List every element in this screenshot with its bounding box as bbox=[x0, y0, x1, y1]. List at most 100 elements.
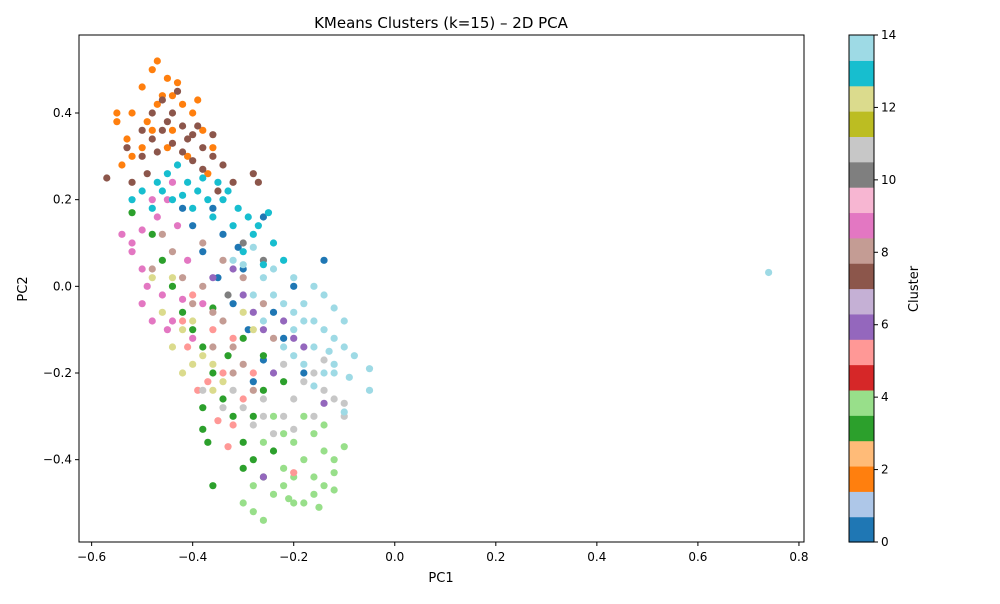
cluster-point bbox=[148, 230, 156, 238]
cluster-point bbox=[325, 347, 333, 355]
y-tick-label: 0.4 bbox=[53, 106, 72, 120]
cluster-point bbox=[209, 308, 217, 316]
cluster-point bbox=[209, 326, 217, 334]
cluster-point bbox=[168, 282, 177, 290]
cluster-point bbox=[224, 291, 232, 299]
cluster-point bbox=[128, 109, 136, 117]
colorbar-label: Cluster bbox=[907, 265, 922, 312]
cluster-point bbox=[320, 386, 328, 394]
cluster-point bbox=[178, 308, 187, 316]
cluster-point bbox=[300, 317, 308, 325]
cluster-point bbox=[209, 360, 217, 368]
cluster-point bbox=[148, 196, 156, 204]
cluster-point bbox=[173, 161, 182, 169]
cluster-point bbox=[229, 343, 237, 351]
colorbar-segment bbox=[849, 187, 874, 214]
cluster-point bbox=[219, 378, 227, 386]
cluster-point bbox=[199, 174, 207, 182]
cluster-point bbox=[178, 326, 187, 334]
cluster-point bbox=[269, 334, 278, 342]
cluster-point bbox=[239, 308, 247, 316]
cluster-point bbox=[280, 464, 288, 472]
cluster-point bbox=[269, 291, 278, 299]
cluster-point bbox=[138, 152, 146, 160]
cluster-point bbox=[300, 499, 308, 507]
cluster-point bbox=[219, 161, 227, 169]
cluster-point bbox=[209, 152, 217, 160]
cluster-point bbox=[153, 148, 161, 156]
x-axis-label: PC1 bbox=[428, 571, 453, 586]
cluster-point bbox=[249, 421, 257, 429]
cluster-point bbox=[184, 256, 192, 264]
cluster-point bbox=[209, 144, 217, 152]
cluster-point bbox=[173, 79, 182, 87]
cluster-point bbox=[239, 404, 247, 412]
cluster-point bbox=[300, 369, 308, 377]
colorbar-tick-label: 4 bbox=[881, 390, 889, 404]
colorbar-segment bbox=[849, 60, 874, 87]
cluster-point bbox=[300, 456, 308, 464]
cluster-point bbox=[219, 369, 227, 377]
cluster-point bbox=[189, 326, 197, 334]
cluster-point bbox=[259, 352, 268, 360]
cluster-point bbox=[340, 443, 348, 451]
colorbar-border bbox=[848, 34, 875, 543]
cluster-point bbox=[290, 438, 298, 446]
cluster-point bbox=[254, 178, 262, 186]
cluster-point bbox=[259, 438, 268, 446]
cluster-point bbox=[259, 261, 268, 269]
x-tick-label: 0.6 bbox=[688, 550, 707, 564]
cluster-point bbox=[345, 373, 353, 381]
cluster-point bbox=[290, 274, 298, 282]
cluster-point bbox=[300, 300, 308, 308]
cluster-point bbox=[148, 274, 156, 282]
cluster-point bbox=[219, 230, 227, 238]
colorbar-segment bbox=[849, 237, 874, 264]
cluster-point bbox=[239, 334, 247, 342]
cluster-point bbox=[259, 473, 268, 481]
cluster-point bbox=[209, 204, 217, 212]
cluster-point bbox=[239, 274, 247, 282]
cluster-point bbox=[178, 148, 187, 156]
cluster-point bbox=[269, 430, 278, 438]
cluster-point bbox=[209, 482, 217, 490]
cluster-point bbox=[229, 265, 237, 273]
colorbar-segment bbox=[849, 339, 874, 366]
cluster-point bbox=[280, 300, 288, 308]
x-tick-label: −0.4 bbox=[178, 550, 207, 564]
cluster-point bbox=[239, 499, 247, 507]
cluster-point bbox=[224, 443, 232, 451]
cluster-point bbox=[118, 161, 126, 169]
cluster-point bbox=[320, 256, 328, 264]
cluster-point bbox=[249, 170, 257, 178]
cluster-point bbox=[204, 378, 212, 386]
cluster-point bbox=[209, 213, 217, 221]
cluster-point bbox=[103, 174, 111, 182]
cluster-point bbox=[219, 404, 227, 412]
y-axis-label: PC2 bbox=[16, 276, 31, 301]
cluster-point bbox=[249, 326, 257, 334]
cluster-point bbox=[184, 135, 192, 143]
cluster-point bbox=[229, 421, 237, 429]
cluster-point bbox=[158, 187, 166, 195]
cluster-point bbox=[229, 178, 237, 186]
colorbar-tick-label: 10 bbox=[881, 173, 896, 187]
cluster-point bbox=[138, 83, 146, 91]
cluster-point bbox=[280, 343, 288, 351]
cluster-point bbox=[194, 187, 202, 195]
cluster-point bbox=[229, 369, 237, 377]
cluster-point bbox=[310, 473, 318, 481]
x-tick-label: 0.8 bbox=[789, 550, 808, 564]
cluster-point bbox=[310, 343, 318, 351]
cluster-point bbox=[239, 248, 247, 256]
cluster-point bbox=[168, 317, 177, 325]
cluster-point bbox=[320, 421, 328, 429]
x-tick-label: 0.0 bbox=[385, 550, 404, 564]
cluster-point bbox=[209, 386, 217, 394]
chart-title: KMeans Clusters (k=15) – 2D PCA bbox=[314, 14, 569, 32]
cluster-point bbox=[168, 126, 177, 134]
cluster-point bbox=[259, 317, 268, 325]
cluster-point bbox=[320, 447, 328, 455]
cluster-point bbox=[199, 248, 207, 256]
cluster-point bbox=[194, 96, 202, 104]
